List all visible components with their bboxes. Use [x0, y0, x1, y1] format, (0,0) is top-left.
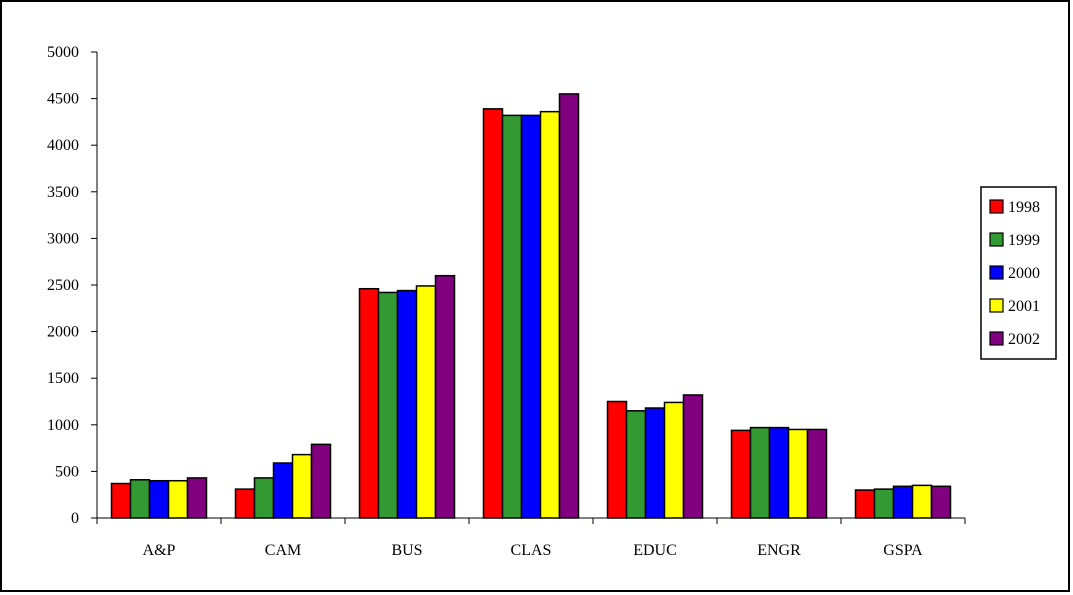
- bar-2002-GSPA: [930, 485, 952, 519]
- bar-1999-EDUC: [625, 410, 647, 519]
- y-tick-label: 5000: [47, 44, 79, 61]
- x-tick-label: A&P: [143, 542, 176, 559]
- bar-1998-A&P: [110, 482, 132, 519]
- legend-label: 2000: [1008, 265, 1040, 282]
- bar-2002-A&P: [186, 477, 208, 519]
- x-tick-label: CAM: [265, 542, 301, 559]
- bar-2000-GSPA: [892, 485, 914, 519]
- bar-2002-EDUC: [682, 394, 704, 519]
- bar-2001-BUS: [415, 285, 437, 519]
- y-tick-label: 2000: [47, 324, 79, 341]
- bar-2001-CAM: [291, 453, 313, 519]
- bar-1998-EDUC: [606, 400, 628, 519]
- bar-2001-CLAS: [539, 110, 561, 519]
- bar-2002-ENGR: [806, 428, 828, 519]
- legend-label: 2001: [1008, 298, 1040, 315]
- bar-1999-CAM: [253, 477, 275, 519]
- bars: [110, 93, 952, 519]
- bar-1999-GSPA: [873, 488, 895, 519]
- legend-label: 1998: [1008, 199, 1040, 216]
- legend-swatch-2001: [989, 298, 1004, 313]
- y-tick-label: 0: [71, 510, 79, 527]
- bar-2000-BUS: [396, 289, 418, 519]
- y-tick-label: 2500: [47, 277, 79, 294]
- bar-1998-CAM: [234, 488, 256, 519]
- bar-2001-ENGR: [787, 428, 809, 519]
- x-axis: A&P CAM BUS CLAS EDUC ENGR GSPA: [96, 517, 966, 559]
- bar-1999-CLAS: [501, 114, 523, 519]
- legend-swatch-2002: [989, 331, 1004, 346]
- bar-2000-CAM: [272, 462, 294, 519]
- bar-1999-BUS: [377, 291, 399, 519]
- bar-2002-CLAS: [558, 93, 580, 519]
- y-tick-label: 4500: [47, 91, 79, 108]
- bar-1998-CLAS: [482, 108, 504, 519]
- bar-1998-ENGR: [730, 429, 752, 519]
- legend: 1998 1999 2000 2001 2002: [980, 186, 1057, 360]
- bar-2000-A&P: [148, 479, 170, 519]
- legend-label: 2002: [1008, 331, 1040, 348]
- bar-1999-ENGR: [749, 426, 771, 519]
- bar-2002-BUS: [434, 274, 456, 519]
- y-tick-label: 4000: [47, 137, 79, 154]
- x-tick-label: ENGR: [757, 542, 801, 559]
- bar-1999-A&P: [129, 479, 151, 519]
- x-tick-label: GSPA: [883, 542, 923, 559]
- legend-swatch-2000: [989, 265, 1004, 280]
- bar-2001-GSPA: [911, 484, 933, 519]
- y-tick-label: 1500: [47, 370, 79, 387]
- bar-2001-A&P: [167, 479, 189, 519]
- bar-2000-EDUC: [644, 407, 666, 519]
- legend-label: 1999: [1008, 232, 1040, 249]
- y-tick-label: 3000: [47, 230, 79, 247]
- x-tick-label: BUS: [391, 542, 422, 559]
- bar-1998-BUS: [358, 287, 380, 519]
- x-tick-label: EDUC: [633, 542, 677, 559]
- y-tick-label: 3500: [47, 184, 79, 201]
- legend-swatch-1999: [989, 232, 1004, 247]
- bar-1998-GSPA: [854, 489, 876, 519]
- bar-2000-CLAS: [520, 114, 542, 519]
- bar-2002-CAM: [310, 443, 332, 519]
- bar-2001-EDUC: [663, 401, 685, 519]
- y-axis: 0 500 1000 1500 2000 2500 3000 3500 4000 4500 5000: [47, 44, 98, 527]
- y-tick-label: 500: [55, 463, 79, 480]
- legend-swatch-1998: [989, 199, 1004, 214]
- x-tick-label: CLAS: [511, 542, 552, 559]
- bar-2000-ENGR: [768, 426, 790, 519]
- y-tick-label: 1000: [47, 417, 79, 434]
